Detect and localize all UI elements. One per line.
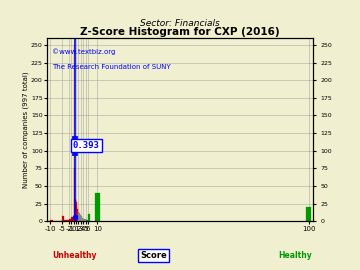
Bar bbox=[86, 220, 87, 221]
Bar bbox=[71, 217, 74, 221]
Bar bbox=[83, 219, 84, 221]
Bar bbox=[84, 219, 85, 221]
Bar bbox=[79, 213, 80, 221]
Bar bbox=[69, 219, 71, 221]
Bar bbox=[80, 215, 81, 221]
Bar bbox=[74, 45, 75, 221]
Y-axis label: Number of companies (997 total): Number of companies (997 total) bbox=[23, 71, 30, 188]
Bar bbox=[306, 207, 311, 221]
Bar bbox=[77, 209, 78, 221]
Bar bbox=[87, 220, 88, 221]
Bar bbox=[82, 218, 83, 221]
Bar bbox=[50, 220, 53, 221]
Title: Z-Score Histogram for CXP (2016): Z-Score Histogram for CXP (2016) bbox=[80, 27, 280, 37]
Bar bbox=[88, 214, 90, 221]
Bar bbox=[95, 193, 100, 221]
Bar bbox=[76, 202, 77, 221]
Text: 0.393: 0.393 bbox=[73, 141, 100, 150]
Text: ©www.textbiz.org: ©www.textbiz.org bbox=[52, 49, 116, 56]
Text: The Research Foundation of SUNY: The Research Foundation of SUNY bbox=[52, 63, 171, 69]
Text: Unhealthy: Unhealthy bbox=[52, 251, 96, 260]
Bar bbox=[81, 217, 82, 221]
Text: Score: Score bbox=[140, 251, 167, 260]
Bar bbox=[85, 219, 86, 221]
Bar bbox=[78, 211, 79, 221]
Text: Sector: Financials: Sector: Financials bbox=[140, 19, 220, 28]
Bar bbox=[75, 200, 76, 221]
Bar bbox=[64, 220, 67, 221]
Bar bbox=[62, 216, 64, 221]
Text: Healthy: Healthy bbox=[279, 251, 312, 260]
Bar bbox=[67, 220, 69, 221]
